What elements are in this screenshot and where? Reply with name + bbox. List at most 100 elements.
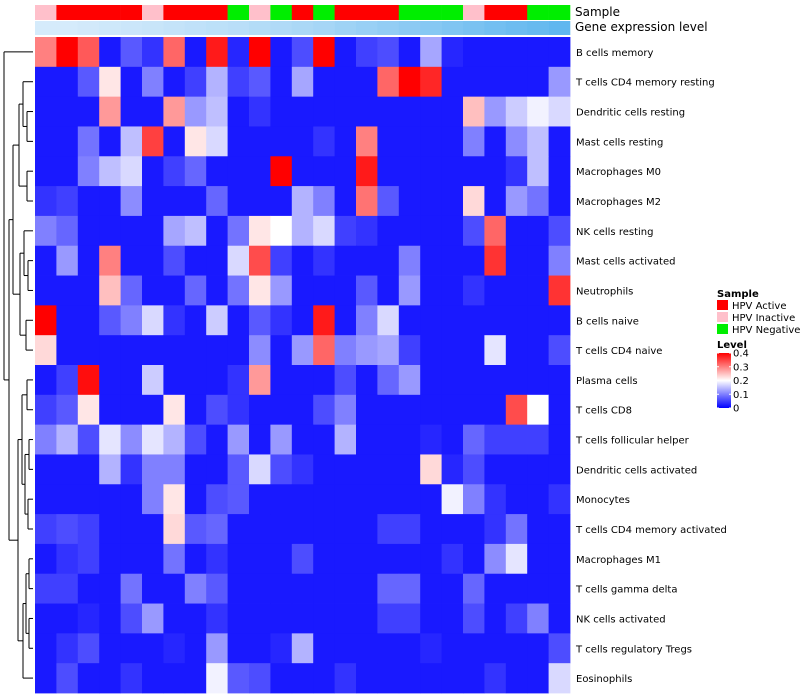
heatmap-cell (527, 37, 549, 68)
heatmap-cell (142, 663, 164, 694)
heatmap-cell (420, 454, 442, 485)
heatmap-cell (441, 633, 464, 664)
heatmap-cell (484, 245, 507, 276)
heatmap-cell (527, 633, 549, 664)
heatmap-cell (291, 633, 314, 664)
heatmap-cell (291, 305, 314, 336)
level-tick-label: 0.1 (733, 390, 749, 401)
heatmap-cell (163, 454, 186, 485)
heatmap-cell (398, 245, 421, 276)
heatmap-cell (548, 96, 571, 127)
heatmap-cell (420, 543, 442, 575)
heatmap-cell (206, 245, 228, 276)
heatmap-cell (35, 394, 57, 426)
heatmap-cell (120, 186, 143, 217)
heatmap-cell (313, 215, 335, 247)
sample-cell (505, 5, 528, 20)
heatmap-cell (356, 365, 378, 396)
heatmap-cell (249, 305, 271, 336)
heatmap-cell (377, 156, 400, 187)
heatmap-cell (249, 573, 271, 604)
heatmap-cell (77, 514, 100, 545)
heatmap-cell (35, 424, 57, 455)
heatmap-cell (527, 365, 549, 396)
legend-swatch (717, 312, 728, 322)
heatmap-cell (291, 126, 314, 157)
expression-cell (377, 21, 400, 35)
heatmap-cell (291, 215, 314, 247)
heatmap-cell (77, 245, 100, 276)
heatmap-cell (420, 215, 442, 247)
heatmap-cell (142, 156, 164, 187)
heatmap-cell (56, 186, 79, 217)
heatmap-cell (99, 37, 121, 68)
heatmap-cell (120, 543, 143, 575)
row-label: T cells regulatory Tregs (575, 644, 692, 655)
heatmap-cell (334, 663, 357, 694)
row-label: Mast cells resting (576, 137, 663, 148)
heatmap-cell (441, 603, 464, 634)
heatmap-cell (249, 245, 271, 276)
heatmap-cell (548, 186, 571, 217)
heatmap-cell (377, 424, 400, 455)
heatmap-cell (99, 245, 121, 276)
heatmap-cell (99, 365, 121, 396)
sample-cell (56, 5, 79, 20)
heatmap-cell (334, 484, 357, 515)
heatmap-cell (548, 126, 571, 157)
heatmap-cell (270, 663, 293, 694)
heatmap-cell (398, 633, 421, 664)
heatmap-cell (227, 573, 250, 604)
heatmap-cell (184, 365, 207, 396)
track-label-sample: Sample (575, 5, 620, 19)
heatmap-cell (441, 275, 464, 306)
row-label: NK cells activated (576, 614, 666, 625)
heatmap-cell (120, 156, 143, 187)
heatmap-cell (527, 275, 549, 306)
heatmap-cell (441, 424, 464, 455)
heatmap-cell (548, 156, 571, 187)
heatmap-cell (377, 484, 400, 515)
heatmap-cell (249, 424, 271, 455)
heatmap-cell (249, 514, 271, 545)
heatmap-cell (163, 514, 186, 545)
heatmap-cell (56, 514, 79, 545)
heatmap-cell (270, 37, 293, 68)
heatmap-cell (420, 275, 442, 306)
heatmap-cell (463, 96, 485, 127)
heatmap-cell (249, 484, 271, 515)
heatmap-cell (356, 305, 378, 336)
heatmap-cell (334, 96, 357, 127)
heatmap-cell (163, 126, 186, 157)
heatmap-cell (120, 603, 143, 634)
sample-cell (334, 5, 357, 20)
row-label: T cells CD4 memory activated (575, 525, 727, 536)
heatmap-cell (377, 126, 400, 157)
heatmap-cell (356, 186, 378, 217)
heatmap-cell (184, 603, 207, 634)
heatmap-cell (291, 573, 314, 604)
heatmap-cell (142, 633, 164, 664)
heatmap-cell (206, 454, 228, 485)
sample-cell (227, 5, 250, 20)
heatmap-cell (398, 215, 421, 247)
heatmap-cell (184, 96, 207, 127)
heatmap-cell (291, 394, 314, 426)
heatmap-cell (356, 275, 378, 306)
heatmap-cell (334, 514, 357, 545)
heatmap-cell (505, 215, 528, 247)
heatmap-cell (527, 96, 549, 127)
legend-swatch (717, 324, 728, 334)
heatmap-cell (505, 365, 528, 396)
heatmap-cell (291, 96, 314, 127)
row-label: NK cells resting (576, 227, 653, 238)
heatmap-cell (291, 424, 314, 455)
expression-cell (505, 21, 528, 35)
heatmap-cell (56, 365, 79, 396)
heatmap-cell (505, 603, 528, 634)
heatmap-cell (35, 96, 57, 127)
heatmap-cell (313, 66, 335, 98)
level-tick-label: 0 (733, 404, 739, 415)
heatmap-cell (484, 126, 507, 157)
heatmap-cell (249, 96, 271, 127)
